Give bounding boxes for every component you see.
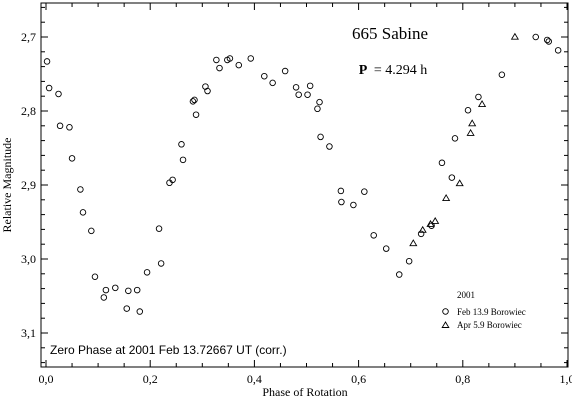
data-point-circle (235, 61, 243, 69)
data-point-circle (247, 55, 255, 62)
data-point-triangle (418, 225, 427, 233)
data-point-circle (306, 82, 314, 90)
data-point-circle (417, 230, 425, 238)
data-point-circle (292, 84, 300, 91)
data-point-circle (143, 269, 151, 276)
data-point-circle (112, 284, 119, 292)
data-point-circle (438, 159, 446, 167)
data-point-circle (155, 225, 163, 232)
ticks: 0,0 0,2 0,4 0,6 0,8 1,0 2,7 2,8 2,9 3,0 3,1 (21, 3, 572, 386)
data-point-circle (316, 98, 323, 106)
data-point-circle (226, 55, 234, 62)
x-tick-label: 0,8 (455, 372, 470, 386)
data-point-circle (123, 305, 131, 312)
data-point-circle (361, 188, 368, 195)
data-point-circle (317, 133, 324, 141)
data-point-circle (68, 155, 76, 162)
y-axis-label: Relative Magnitude (0, 138, 14, 233)
data-point-circle (43, 58, 51, 65)
data-point-circle (125, 287, 132, 295)
data-point-circle (56, 122, 64, 130)
period-value: = 4.294 h (374, 63, 427, 78)
data-point-triangle (455, 179, 464, 187)
data-point-circle (304, 91, 311, 98)
data-point-circle (382, 245, 390, 252)
y-tick-label: 3,1 (21, 326, 36, 340)
chart-title: 665 Sabine (352, 24, 428, 43)
data-points (43, 32, 562, 315)
legend-label-feb: Feb 13.9 Borowiec (457, 307, 526, 317)
data-point-circle (91, 273, 99, 281)
data-point-circle (45, 84, 53, 92)
data-point-circle (281, 67, 289, 75)
data-point-circle (395, 271, 403, 278)
data-point-circle (532, 33, 539, 41)
data-point-circle (157, 260, 165, 267)
y-tick-label: 2,7 (21, 30, 36, 44)
legend-title: 2001 (457, 290, 475, 300)
data-point-circle (88, 227, 95, 235)
data-point-circle (169, 176, 176, 184)
x-axis-label: Phase of Rotation (262, 385, 347, 399)
data-point-triangle (477, 100, 487, 107)
legend-marker-feb (442, 308, 449, 315)
data-point-circle (337, 187, 345, 195)
data-point-circle (451, 135, 459, 142)
data-point-circle (498, 71, 506, 78)
data-point-circle (326, 143, 333, 150)
data-point-circle (79, 209, 87, 216)
legend-label-apr: Apr 5.9 Borowiec (457, 320, 522, 330)
data-point-circle (178, 141, 185, 148)
data-point-circle (314, 105, 321, 113)
data-point-circle (55, 90, 62, 98)
data-point-triangle (409, 239, 418, 247)
data-point-circle (179, 156, 187, 164)
data-point-circle (66, 124, 73, 131)
period-annotation: P = 4.294 h (359, 63, 427, 78)
data-point-circle (448, 174, 456, 181)
y-tick-label: 2,9 (21, 178, 36, 192)
y-tick-label: 2,8 (21, 104, 36, 118)
x-tick-label: 0,4 (247, 372, 262, 386)
data-point-circle (191, 96, 198, 104)
data-point-triangle (431, 216, 440, 224)
data-point-circle (136, 308, 144, 315)
data-point-triangle (468, 119, 477, 127)
x-tick-label: 0,6 (351, 372, 366, 386)
x-tick-label: 0,0 (39, 372, 54, 386)
data-point-circle (100, 294, 108, 301)
x-tick-label: 0,2 (143, 372, 158, 386)
data-point-circle (216, 64, 223, 72)
zero-phase-annotation: Zero Phase at 2001 Feb 13.72667 UT (corr… (50, 343, 287, 357)
period-symbol: P (359, 63, 368, 78)
data-point-circle (102, 286, 110, 294)
data-point-circle (133, 286, 141, 294)
data-point-circle (192, 111, 200, 118)
data-point-circle (338, 198, 345, 206)
data-point-circle (370, 232, 377, 239)
data-point-circle (464, 107, 472, 114)
data-point-triangle (442, 194, 451, 201)
data-point-circle (269, 79, 276, 87)
y-tick-label: 3,0 (21, 252, 36, 266)
data-point-circle (204, 87, 211, 95)
data-point-circle (350, 201, 357, 209)
data-point-circle (475, 93, 482, 101)
data-point-triangle (510, 32, 519, 40)
legend-marker-apr (441, 321, 450, 328)
data-point-triangle (466, 128, 475, 136)
x-tick-label: 1,0 (560, 372, 572, 386)
data-point-circle (77, 186, 84, 193)
data-point-circle (189, 98, 197, 105)
data-point-circle (545, 38, 553, 45)
data-point-circle (405, 257, 413, 265)
data-point-circle (213, 56, 220, 64)
data-point-circle (543, 36, 551, 44)
data-point-circle (295, 91, 302, 98)
data-point-circle (261, 72, 268, 80)
data-point-circle (554, 47, 562, 54)
